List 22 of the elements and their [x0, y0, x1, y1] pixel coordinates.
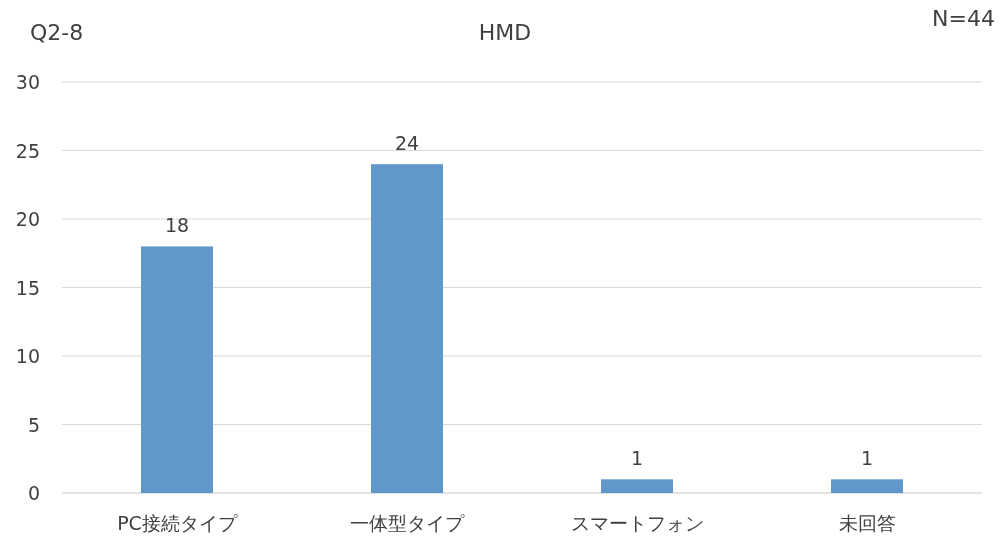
- bar: [831, 479, 903, 493]
- chart-title: HMD: [478, 20, 532, 45]
- y-tick-label: 5: [27, 413, 40, 436]
- bar: [371, 164, 443, 493]
- y-tick-label: 25: [15, 139, 40, 162]
- x-tick-label: 一体型タイプ: [350, 512, 465, 534]
- x-tick-label: スマートフォン: [570, 512, 704, 534]
- y-tick-label: 10: [15, 345, 40, 367]
- x-tick-label: PC接続タイプ: [117, 512, 238, 534]
- y-tick-label: 0: [27, 482, 40, 504]
- text: N=44: [932, 6, 995, 31]
- data-label: 18: [164, 214, 190, 237]
- data-label: 1: [860, 447, 874, 470]
- data-label: 1: [630, 447, 644, 470]
- text: Q2-8: [30, 20, 84, 45]
- bar: [601, 479, 673, 493]
- y-tick-label: 20: [15, 208, 40, 230]
- x-tick-label: 未回答: [838, 512, 896, 534]
- y-tick-label: 15: [15, 276, 40, 299]
- y-tick-label: 30: [15, 71, 40, 93]
- data-label: 24: [394, 132, 420, 155]
- bar: [141, 246, 213, 493]
